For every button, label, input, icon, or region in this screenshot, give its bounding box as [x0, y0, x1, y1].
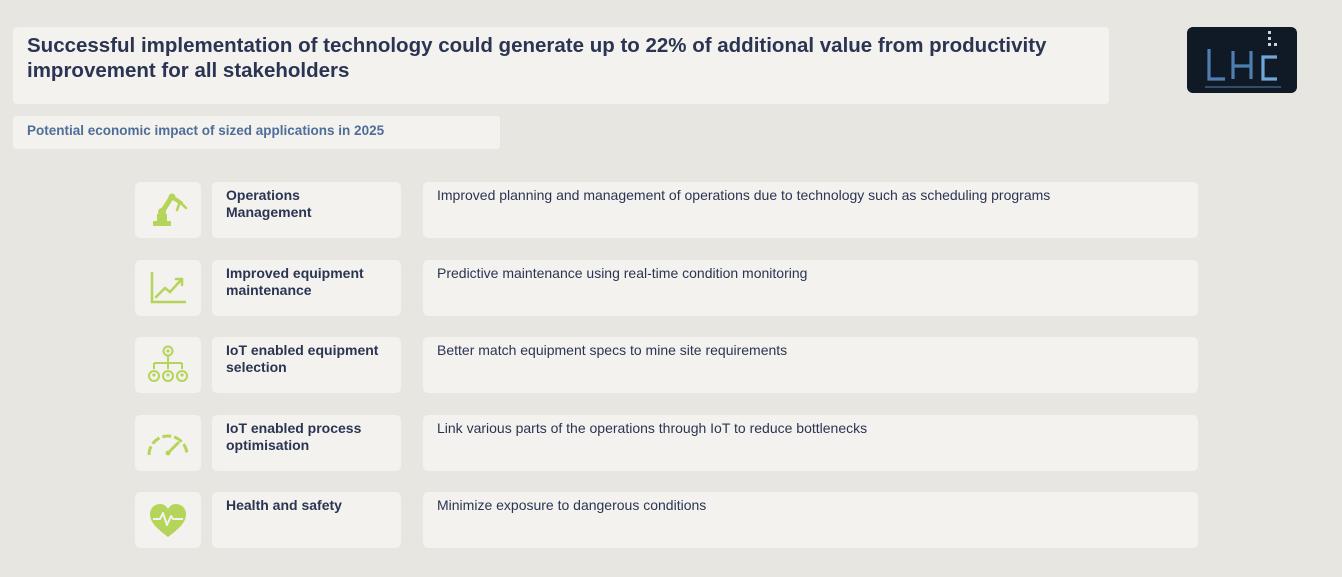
row-description: Improved planning and management of oper… [423, 182, 1198, 238]
table-row: IoT enabled process optimisation Link va… [0, 415, 1342, 471]
row-label: Health and safety [212, 492, 401, 548]
table-row: Health and safety Minimize exposure to d… [0, 492, 1342, 548]
table-row: Operations Management Improved planning … [0, 182, 1342, 238]
row-label: IoT enabled equipment selection [212, 337, 401, 393]
table-row: IoT enabled equipment selection Better m… [0, 337, 1342, 393]
table-row: Improved equipment maintenance Predictiv… [0, 260, 1342, 316]
subtitle: Potential economic impact of sized appli… [27, 123, 385, 138]
heart-pulse-icon [135, 492, 201, 548]
page-title: Successful implementation of technology … [27, 34, 1047, 82]
row-description: Link various parts of the operations thr… [423, 415, 1198, 471]
row-description: Better match equipment specs to mine sit… [423, 337, 1198, 393]
speedometer-icon [135, 415, 201, 471]
robot-arm-icon [135, 182, 201, 238]
subtitle-box: Potential economic impact of sized appli… [13, 116, 500, 149]
org-hierarchy-icon [135, 337, 201, 393]
title-box: Successful implementation of technology … [13, 27, 1109, 104]
row-description: Predictive maintenance using real-time c… [423, 260, 1198, 316]
lhc-logo-icon [1187, 27, 1297, 93]
row-label: Improved equipment maintenance [212, 260, 401, 316]
trend-chart-icon [135, 260, 201, 316]
row-label: IoT enabled process optimisation [212, 415, 401, 471]
row-label: Operations Management [212, 182, 401, 238]
row-description: Minimize exposure to dangerous condition… [423, 492, 1198, 548]
